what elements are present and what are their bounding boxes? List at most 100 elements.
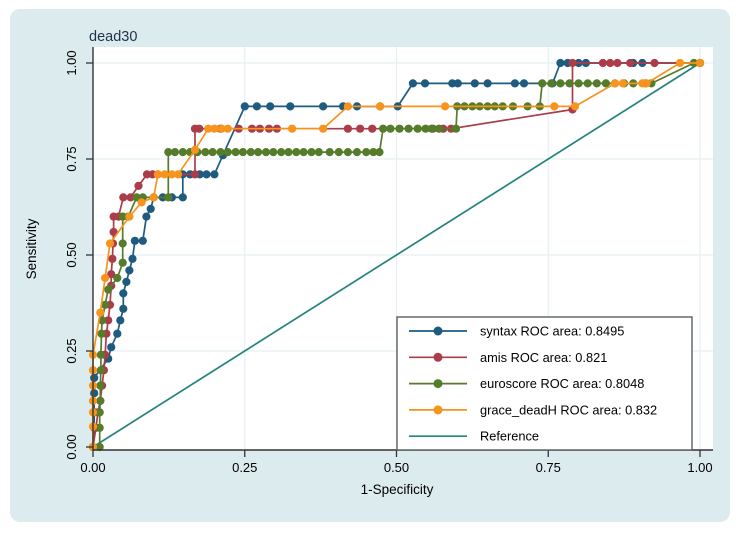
data-point-marker bbox=[119, 304, 128, 313]
data-point-marker bbox=[434, 124, 444, 133]
x-tick-label: 0.25 bbox=[232, 460, 257, 475]
data-point-marker bbox=[288, 124, 297, 133]
data-point-marker bbox=[125, 212, 134, 221]
data-point-marker bbox=[201, 148, 210, 157]
data-point-marker bbox=[101, 300, 110, 309]
data-point-marker bbox=[277, 148, 286, 157]
data-point-marker bbox=[95, 408, 104, 417]
y-axis-label: Sensitivity bbox=[24, 218, 39, 279]
data-point-marker bbox=[223, 124, 232, 133]
data-point-marker bbox=[601, 79, 611, 88]
y-tick-label: 0.25 bbox=[64, 338, 79, 363]
data-point-marker bbox=[96, 366, 105, 375]
data-point-marker bbox=[118, 258, 127, 267]
data-point-marker bbox=[208, 148, 217, 157]
data-point-marker bbox=[105, 239, 115, 248]
y-tick-label: 0.00 bbox=[64, 434, 79, 459]
chart-title: dead30 bbox=[89, 29, 137, 45]
data-point-marker bbox=[325, 148, 334, 157]
data-point-marker bbox=[565, 79, 574, 88]
y-tick-label: 0.75 bbox=[64, 146, 79, 171]
data-point-marker bbox=[343, 148, 352, 157]
data-point-marker bbox=[519, 79, 529, 88]
data-point-marker bbox=[618, 79, 628, 88]
data-point-marker bbox=[421, 124, 430, 133]
data-point-marker bbox=[413, 124, 422, 133]
legend-entry-label: grace_deadH ROC area: 0.832 bbox=[480, 402, 657, 417]
data-point-marker bbox=[101, 273, 110, 283]
data-point-marker bbox=[104, 285, 113, 294]
y-tick-label: 0.50 bbox=[64, 242, 79, 267]
data-point-marker bbox=[556, 79, 565, 88]
data-point-marker bbox=[550, 102, 559, 111]
data-point-marker bbox=[238, 148, 247, 157]
data-point-marker bbox=[164, 148, 173, 157]
data-point-marker bbox=[204, 124, 213, 133]
data-point-marker bbox=[173, 170, 183, 179]
data-point-marker bbox=[96, 350, 105, 359]
data-point-marker bbox=[451, 124, 461, 133]
legend-symbol-marker bbox=[433, 326, 443, 336]
data-point-marker bbox=[96, 396, 105, 405]
tick-marks-and-labels: 0.00 0.25 0.50 0.75 1.00 0.00 0.25 0.50 0.75 1.00 bbox=[64, 50, 713, 475]
y-tick-label: 1.00 bbox=[64, 50, 79, 75]
data-point-marker bbox=[570, 102, 580, 111]
data-point-marker bbox=[190, 145, 200, 154]
data-point-marker bbox=[97, 329, 106, 338]
data-point-marker bbox=[626, 58, 635, 68]
data-point-marker bbox=[231, 148, 240, 157]
data-point-marker bbox=[252, 102, 261, 111]
data-point-marker bbox=[254, 148, 263, 157]
data-point-marker bbox=[386, 124, 395, 133]
data-point-marker bbox=[126, 193, 135, 202]
legend: syntax ROC area: 0.8495 amis ROC area: 0.… bbox=[396, 316, 693, 451]
data-point-marker bbox=[642, 79, 651, 88]
legend-entry-label: syntax ROC area: 0.8495 bbox=[480, 324, 624, 339]
data-point-marker bbox=[404, 124, 413, 133]
data-point-marker bbox=[134, 181, 143, 190]
data-point-marker bbox=[202, 170, 211, 179]
data-point-marker bbox=[453, 79, 462, 88]
data-point-marker bbox=[130, 236, 139, 245]
data-point-marker bbox=[610, 79, 620, 88]
data-point-marker bbox=[395, 124, 404, 133]
data-point-marker bbox=[109, 227, 118, 237]
data-point-marker bbox=[107, 270, 116, 279]
x-tick-label: 0.00 bbox=[80, 460, 105, 475]
data-point-marker bbox=[170, 148, 179, 157]
data-point-marker bbox=[568, 58, 577, 68]
data-point-marker bbox=[167, 170, 176, 179]
data-point-marker bbox=[427, 124, 436, 133]
data-point-marker bbox=[583, 79, 592, 88]
data-point-marker bbox=[307, 148, 316, 157]
data-point-marker bbox=[118, 239, 127, 248]
legend-symbol-marker bbox=[433, 352, 443, 362]
legend-entry-label: amis ROC area: 0.821 bbox=[480, 350, 607, 365]
data-point-marker bbox=[286, 102, 295, 111]
data-point-marker bbox=[178, 193, 187, 202]
data-point-marker bbox=[538, 79, 547, 88]
x-axis-label: 1-Specificity bbox=[361, 482, 434, 497]
data-point-marker bbox=[125, 266, 134, 275]
data-point-marker bbox=[90, 389, 99, 398]
data-point-marker bbox=[261, 148, 271, 157]
data-point-marker bbox=[510, 79, 519, 88]
data-point-marker bbox=[695, 58, 705, 68]
data-point-marker bbox=[368, 124, 377, 133]
data-point-marker bbox=[128, 254, 137, 263]
data-point-marker bbox=[547, 79, 556, 88]
data-point-marker bbox=[210, 124, 219, 133]
data-point-marker bbox=[96, 381, 105, 390]
data-point-marker bbox=[108, 254, 117, 263]
data-point-marker bbox=[149, 193, 158, 202]
data-point-marker bbox=[650, 58, 659, 68]
data-point-marker bbox=[216, 148, 225, 157]
data-point-marker bbox=[362, 148, 371, 157]
data-point-marker bbox=[113, 329, 122, 338]
data-point-marker bbox=[352, 148, 362, 157]
data-point-marker bbox=[556, 58, 565, 68]
data-point-marker bbox=[240, 102, 249, 111]
data-point-marker bbox=[146, 204, 155, 213]
data-point-marker bbox=[292, 148, 301, 157]
